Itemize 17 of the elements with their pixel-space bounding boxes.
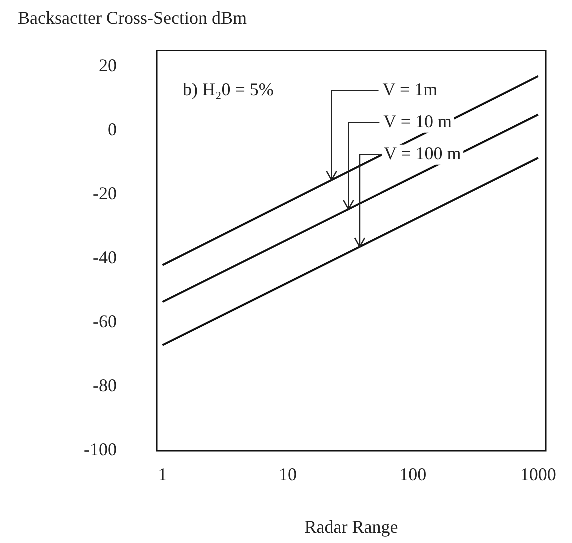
y-axis-title: Backsactter Cross-Section dBm: [18, 8, 247, 29]
y-tick-label: -100: [84, 440, 117, 460]
annotation: b) H₂0 = 5%: [183, 80, 274, 100]
series-label: V = 10 m: [384, 112, 452, 132]
x-tick-label: 1000: [520, 464, 556, 485]
x-axis-title: Radar Range: [304, 516, 398, 537]
y-tick-label: 0: [108, 120, 117, 140]
series-label: V = 1m: [382, 80, 438, 100]
y-tick-label: -20: [93, 184, 117, 204]
y-tick-label: -80: [93, 376, 117, 396]
x-tick-label: 1: [158, 464, 168, 485]
y-tick-label: -40: [93, 248, 117, 268]
series-label: V = 100 m: [384, 144, 462, 164]
y-tick-label: -60: [93, 312, 117, 332]
y-tick-label: 20: [99, 56, 117, 76]
x-tick-label: 10: [278, 464, 297, 485]
x-tick-label: 100: [400, 464, 427, 485]
